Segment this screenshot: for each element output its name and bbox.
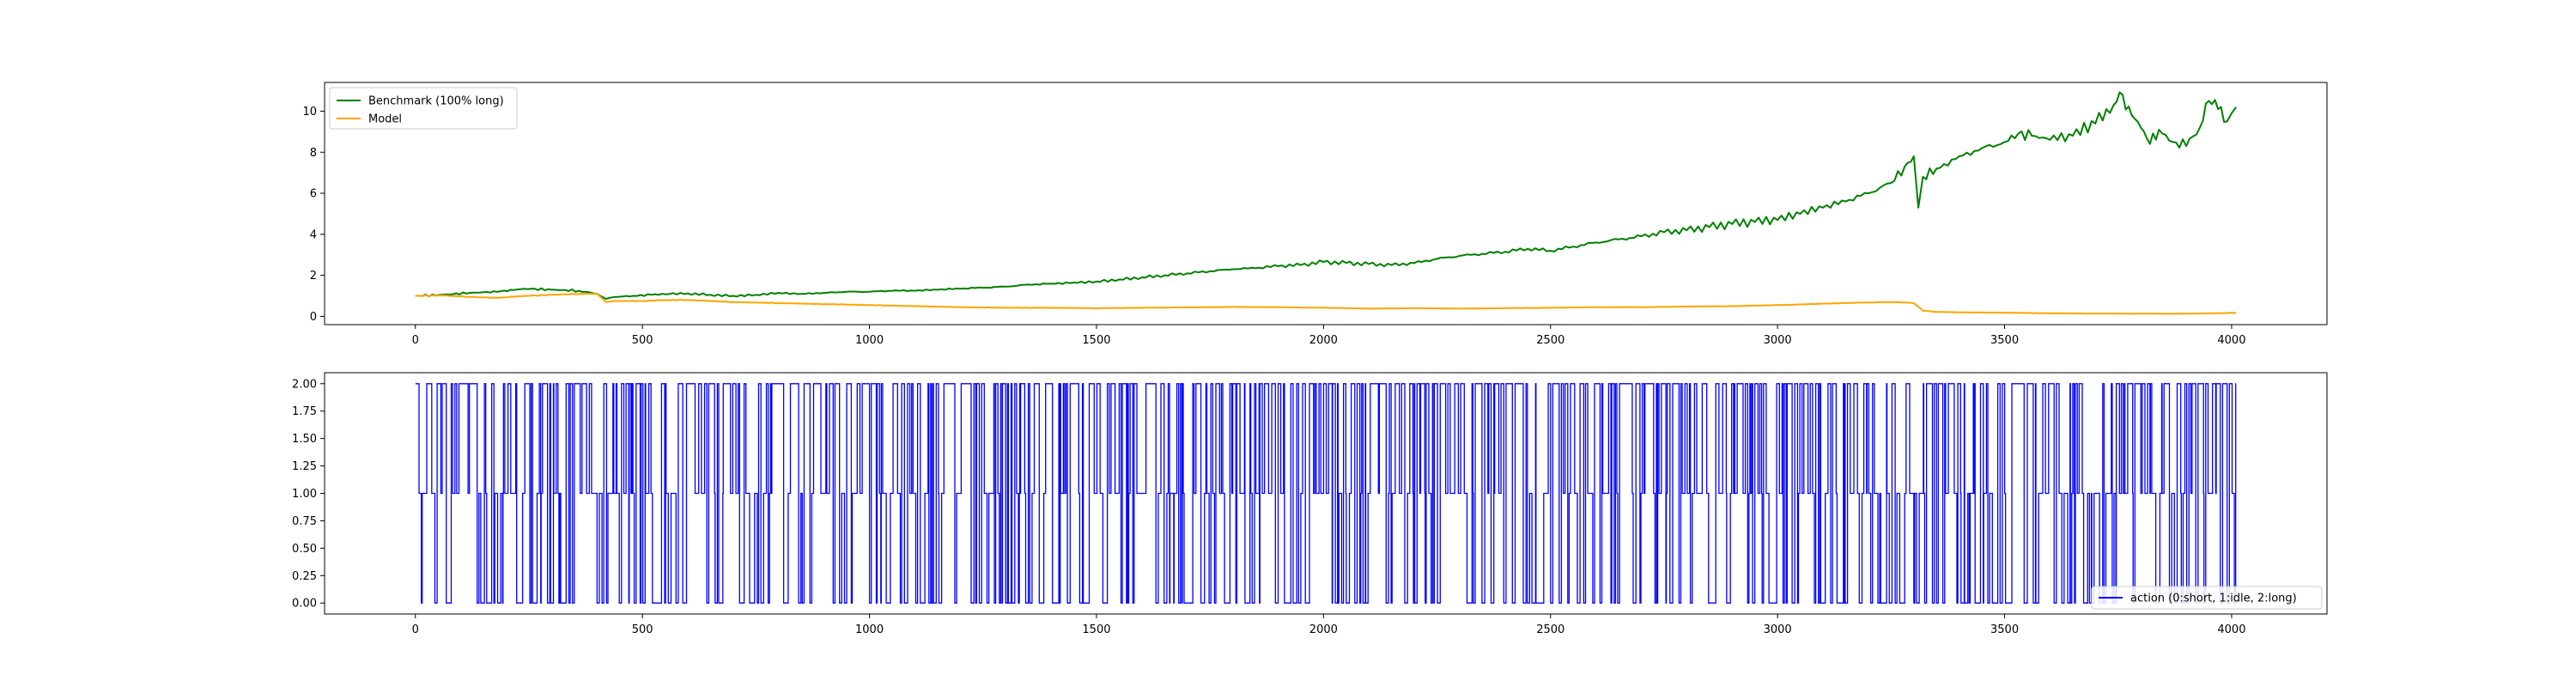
legend-box: [2091, 586, 2323, 610]
axes-frame: [324, 372, 2328, 615]
legend-label: Model: [368, 113, 402, 126]
y-tick-label: 1.75: [292, 405, 317, 418]
series-line-benchmark: [415, 91, 2238, 301]
x-tick-label: 3000: [1764, 334, 1792, 347]
y-tick-label: 0.00: [292, 598, 317, 611]
y-tick-label: 0.25: [292, 570, 317, 583]
series-line-action: [415, 383, 2237, 604]
x-tick-label: 0: [412, 623, 419, 636]
series-lines: [415, 383, 2237, 604]
legend-box: [329, 87, 518, 130]
y-tick-label: 1.00: [292, 488, 317, 501]
axes-frame: [324, 82, 2328, 325]
series-line-model: [415, 292, 2237, 315]
x-tick-label: 3500: [1990, 623, 2019, 636]
action-chart: 0 500 1000 1500 2000 2500 3000 3500 4000 0.00 0.2…: [292, 372, 2328, 636]
legend-label: action (0:short, 1:idle, 2:long): [2130, 593, 2297, 605]
x-tick-label: 500: [632, 334, 653, 347]
y-tick-label: 0.75: [292, 515, 317, 528]
series-lines: [415, 91, 2238, 315]
y-tick-label: 6: [310, 188, 317, 201]
x-tick-label: 2500: [1536, 334, 1564, 347]
y-axis-ticks: 0.00 0.25 0.50 0.75 1.00 1.25 1.50 1.75 2.00: [292, 378, 325, 611]
x-tick-label: 2000: [1309, 334, 1338, 347]
legend: Benchmark (100% long) Model: [329, 87, 518, 130]
x-tick-label: 3500: [1990, 334, 2019, 347]
y-tick-label: 1.50: [292, 433, 317, 446]
y-tick-label: 10: [302, 106, 317, 119]
x-tick-label: 3000: [1764, 623, 1792, 636]
x-tick-label: 1000: [855, 334, 884, 347]
y-tick-label: 2: [310, 270, 317, 283]
y-tick-label: 0: [310, 311, 317, 324]
x-tick-label: 4000: [2217, 623, 2245, 636]
y-tick-label: 1.25: [292, 460, 317, 473]
y-tick-label: 0.50: [292, 543, 317, 556]
x-tick-label: 1000: [855, 623, 884, 636]
x-tick-label: 1500: [1082, 334, 1110, 347]
x-tick-label: 2000: [1309, 623, 1338, 636]
y-tick-label: 8: [310, 147, 317, 160]
x-tick-label: 0: [412, 334, 419, 347]
x-axis-ticks: 0 500 1000 1500 2000 2500 3000 3500 4000: [412, 614, 2245, 636]
x-tick-label: 2500: [1536, 623, 1564, 636]
portfolio-value-chart: 0 500 1000 1500 2000 2500 3000 3500 4000 0 2 4 6 8 10…: [302, 82, 2328, 347]
x-tick-label: 500: [632, 623, 653, 636]
y-tick-label: 4: [310, 228, 317, 241]
legend-label: Benchmark (100% long): [368, 95, 504, 108]
x-tick-label: 1500: [1082, 623, 1110, 636]
legend: action (0:short, 1:idle, 2:long): [2091, 586, 2323, 610]
x-axis-ticks: 0 500 1000 1500 2000 2500 3000 3500 4000: [412, 325, 2245, 347]
y-axis-ticks: 0 2 4 6 8 10: [302, 106, 325, 324]
y-tick-label: 2.00: [292, 378, 317, 391]
x-tick-label: 4000: [2217, 334, 2245, 347]
